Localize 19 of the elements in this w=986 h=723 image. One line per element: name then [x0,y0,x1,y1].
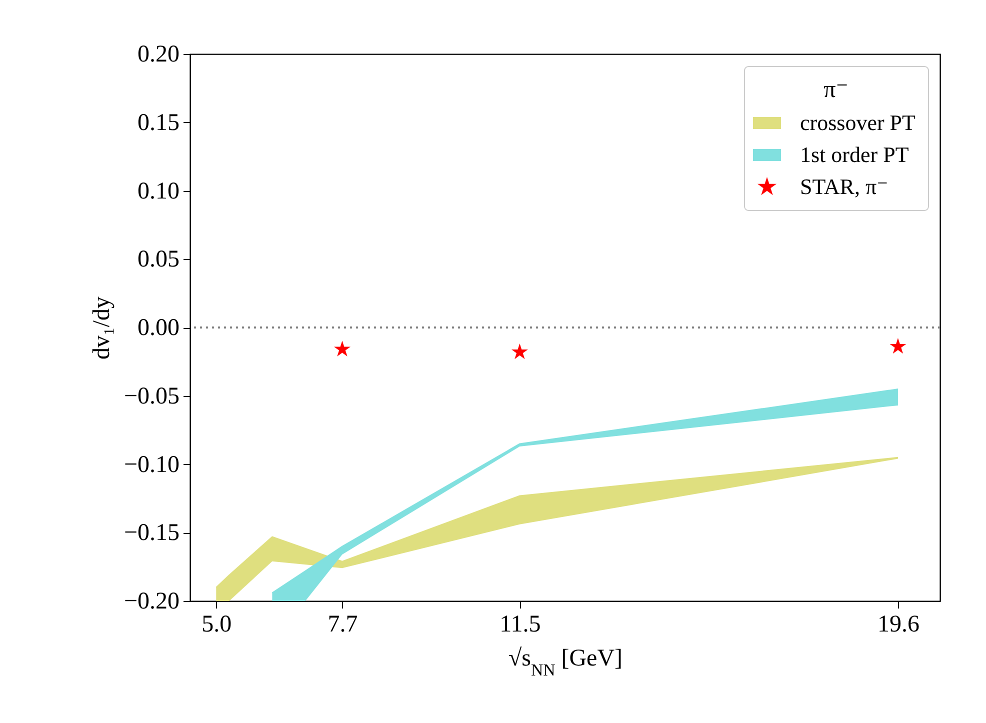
legend-label: crossover PT [800,110,916,135]
legend-label: 1st order PT [800,142,910,167]
y-tick-label: −0.05 [124,383,180,410]
x-tick-label: 7.7 [328,612,358,638]
x-axis-title: √s$_{NN}$ [GeV] [508,646,623,679]
y-tick-label: 0.05 [138,246,180,273]
y-tick-label: −0.20 [124,588,180,614]
y-tick-label: 0.00 [138,315,180,341]
x-tick-label: 19.6 [877,612,920,638]
y-tick-label: 0.15 [138,110,180,136]
legend-title: π⁻ [824,77,848,103]
x-tick-label: 11.5 [500,612,541,638]
x-tick-label: 5.0 [202,612,232,638]
legend-label: STAR, π⁻ [800,174,888,199]
y-tick-label: 0.10 [138,178,180,204]
y-tick-label: −0.10 [124,452,180,478]
y-tick-label: 0.20 [138,42,180,68]
y-axis-title: dv₁/dy [88,296,115,360]
y-tick-label: −0.15 [124,520,180,546]
